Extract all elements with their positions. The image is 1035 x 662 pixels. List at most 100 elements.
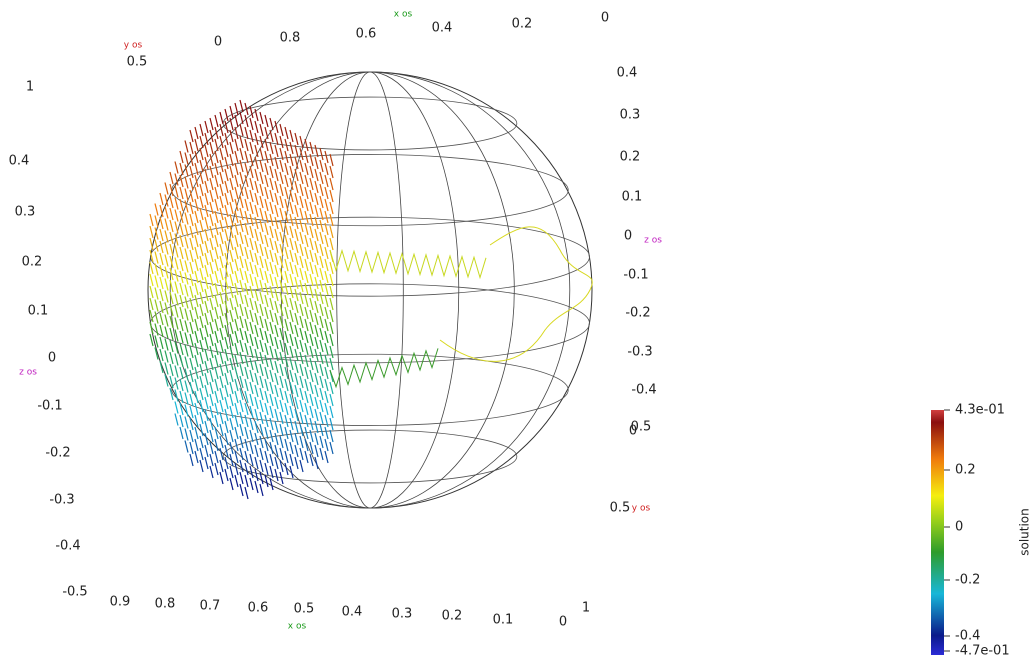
glyph [229, 249, 234, 263]
tick-label: 1 [582, 601, 590, 616]
glyph [189, 381, 194, 395]
tick-label: 0.3 [620, 108, 641, 123]
glyph [204, 324, 209, 338]
glyph [189, 285, 194, 299]
glyph [159, 264, 164, 278]
glyph [154, 323, 159, 336]
glyph [234, 162, 239, 176]
glyph [229, 309, 234, 323]
glyph [164, 374, 169, 387]
tick-label: 0 [624, 229, 632, 244]
glyph [254, 324, 259, 338]
glyph [239, 339, 244, 353]
glyph [314, 348, 319, 362]
glyph [319, 351, 324, 365]
glyph [299, 315, 304, 329]
glyph [219, 291, 224, 305]
glyph [269, 405, 274, 419]
glyph [219, 183, 224, 197]
glyph [229, 369, 234, 383]
glyph [259, 135, 264, 149]
glyph [149, 333, 154, 347]
glyph [294, 408, 299, 422]
glyph [309, 141, 314, 155]
glyph [244, 282, 249, 296]
glyph [239, 387, 244, 401]
glyph [209, 273, 214, 287]
glyph [194, 258, 199, 272]
tick-label: 0.5 [631, 420, 652, 435]
glyph [239, 471, 244, 485]
glyph [254, 396, 259, 410]
glyph [234, 474, 239, 488]
glyph [154, 275, 159, 288]
glyph [189, 189, 194, 203]
glyph [179, 402, 184, 416]
glyph [149, 213, 154, 227]
glyph [299, 147, 304, 161]
glyph [249, 369, 254, 383]
glyph [264, 234, 269, 248]
glyph [244, 366, 249, 380]
glyph [214, 246, 219, 260]
glyph [229, 189, 234, 203]
glyph [219, 207, 224, 221]
glyph [244, 450, 249, 464]
glyph [269, 345, 274, 359]
glyph [204, 276, 209, 290]
longitude [280, 71, 460, 509]
glyph [169, 255, 174, 269]
glyph [259, 435, 264, 449]
glyph [319, 315, 324, 329]
glyph [219, 387, 224, 401]
glyph [264, 162, 269, 176]
glyph [209, 177, 214, 191]
glyph [229, 237, 234, 251]
glyph [279, 195, 284, 209]
glyph [259, 303, 264, 317]
tick-label: 0.8 [155, 597, 176, 612]
glyph [184, 308, 189, 321]
glyph [274, 372, 279, 386]
glyph [289, 417, 294, 431]
glyph [199, 447, 204, 461]
tick-label: 0.8 [280, 31, 301, 46]
glyph [224, 324, 229, 338]
glyph [179, 390, 184, 404]
glyph [159, 228, 164, 242]
glyph [299, 219, 304, 233]
glyph [199, 183, 204, 197]
glyph [239, 147, 244, 161]
glyph [324, 306, 329, 320]
tick-label: -0.5 [62, 585, 87, 600]
glyph [239, 375, 244, 389]
glyph [194, 282, 199, 296]
glyph [309, 357, 314, 371]
tick-label: 0.1 [622, 190, 643, 205]
glyph [249, 213, 254, 227]
glyph [289, 189, 294, 203]
glyph [199, 195, 204, 209]
glyph [299, 135, 304, 149]
glyph [209, 153, 214, 167]
glyph [209, 393, 214, 407]
glyph [254, 204, 259, 218]
glyph [209, 453, 214, 467]
glyph [169, 183, 174, 197]
glyph [259, 399, 264, 413]
glyph [259, 111, 264, 125]
glyph [264, 222, 269, 236]
glyph [284, 270, 289, 284]
glyph [229, 393, 234, 407]
glyph [274, 276, 279, 290]
glyph [234, 450, 239, 464]
glyph [309, 321, 314, 335]
glyph [209, 249, 214, 263]
glyph [319, 171, 324, 185]
glyph [314, 456, 319, 470]
glyph [259, 375, 264, 389]
glyph [264, 462, 269, 476]
glyph [264, 378, 269, 392]
glyph [299, 291, 304, 305]
glyph [269, 309, 274, 323]
